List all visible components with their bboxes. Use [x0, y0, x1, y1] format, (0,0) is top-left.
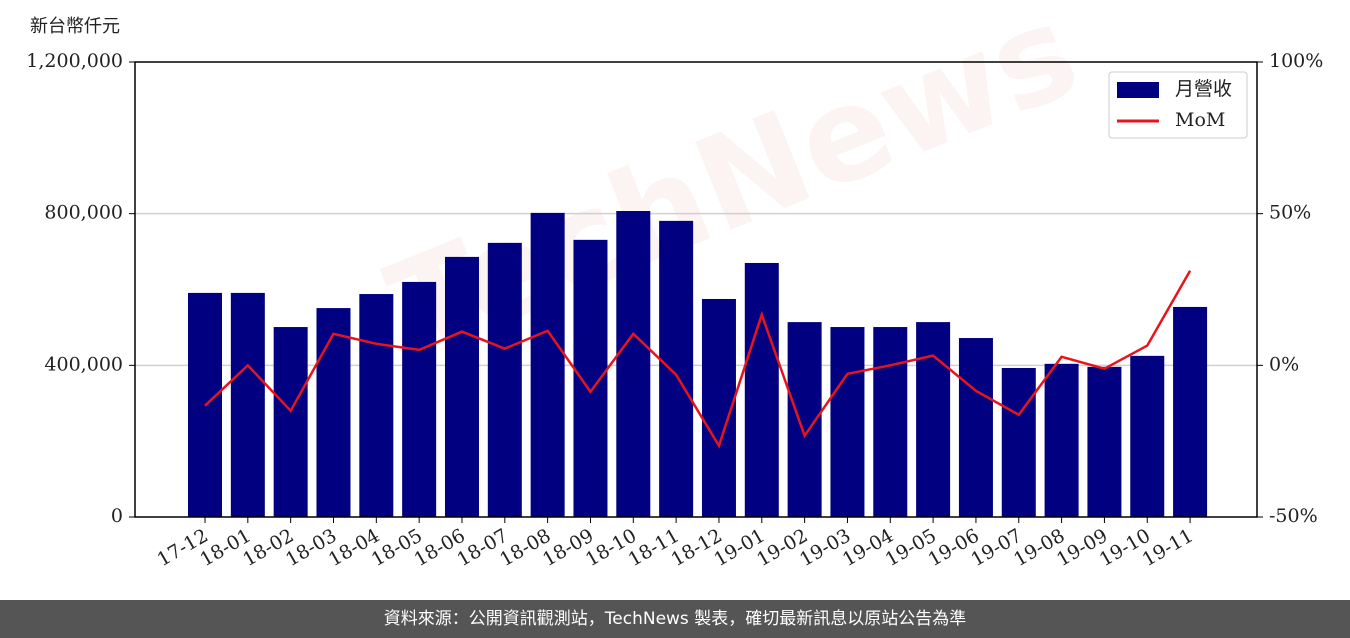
y2-tick-label: 0%	[1269, 353, 1299, 375]
bar	[1044, 363, 1079, 517]
bar	[230, 292, 265, 517]
bar	[402, 281, 437, 517]
bar	[359, 294, 394, 517]
bar	[1130, 355, 1165, 517]
y-tick-label: 800,000	[44, 202, 123, 224]
bar	[573, 239, 608, 517]
y-tick-label: 0	[111, 505, 123, 527]
bar	[487, 242, 522, 518]
bar	[1001, 367, 1036, 517]
y-axis-label: 新台幣仟元	[30, 16, 120, 37]
plot-frame	[134, 61, 1258, 518]
legend-swatch	[1117, 82, 1159, 98]
bar	[1087, 366, 1122, 517]
bar	[444, 256, 479, 517]
y2-tick-label: 50%	[1269, 202, 1311, 224]
y2-tick-label: 100%	[1269, 50, 1323, 72]
bar	[616, 211, 651, 517]
legend-label: MoM	[1175, 109, 1225, 131]
line	[204, 270, 1192, 449]
bar	[273, 327, 308, 517]
y2-tick-label: -50%	[1269, 505, 1318, 527]
bar	[830, 327, 865, 517]
bar	[659, 220, 694, 517]
x-tick-label: 19-11	[1139, 525, 1197, 571]
bar	[744, 262, 779, 517]
bar	[530, 212, 565, 518]
bar	[958, 338, 993, 517]
bar	[316, 308, 351, 517]
bar	[873, 327, 908, 517]
bar	[916, 322, 951, 517]
bar	[1173, 306, 1208, 517]
y-tick-label: 400,000	[44, 353, 123, 375]
footer-text: 資料來源：公開資訊觀測站，TechNews 製表，確切最新訊息以原站公告為準	[384, 609, 966, 629]
y-tick-label: 1,200,000	[26, 50, 123, 72]
legend-label: 月營收	[1175, 78, 1232, 100]
footer-bar	[0, 600, 1350, 638]
